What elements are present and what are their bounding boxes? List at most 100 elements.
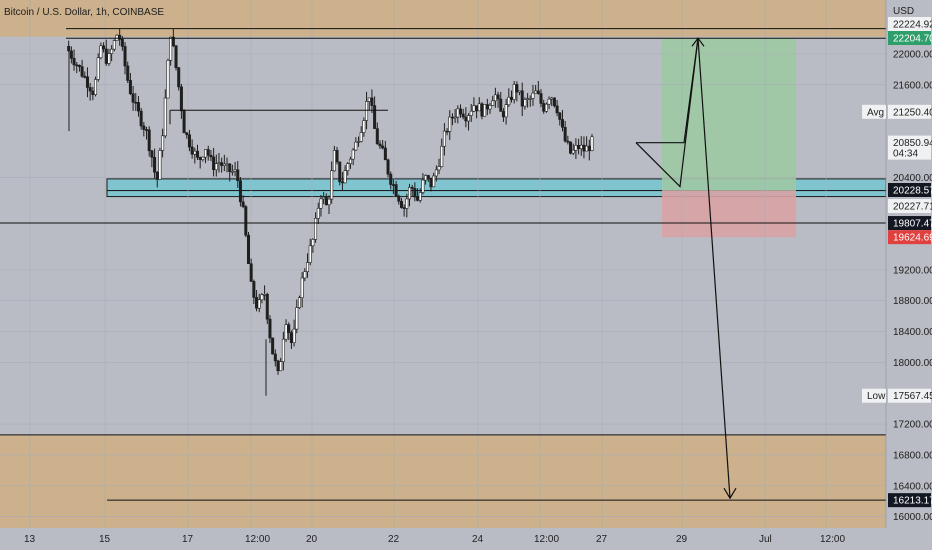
price-badge[interactable] <box>888 17 931 31</box>
price-badge-tag <box>862 388 886 403</box>
projection-down-arrow[interactable] <box>697 38 731 499</box>
candle-body <box>448 116 452 132</box>
candle-body <box>528 98 532 100</box>
candle-body <box>126 65 130 81</box>
time-tick: 12:00 <box>534 534 559 545</box>
candle-body <box>378 143 382 147</box>
candle-body <box>102 45 106 50</box>
candle-body <box>225 163 229 166</box>
price-badge[interactable] <box>888 135 931 160</box>
grid-layer <box>0 0 886 528</box>
candle-body <box>391 184 395 186</box>
arrow-head-down <box>723 487 737 500</box>
candle-body <box>563 126 567 142</box>
price-badge[interactable] <box>888 199 931 213</box>
candle-body <box>322 196 326 200</box>
stop-zone[interactable] <box>662 190 796 238</box>
candle-body <box>359 132 363 142</box>
price-badge[interactable] <box>888 216 931 231</box>
candle-body <box>327 198 331 206</box>
candle-body <box>531 92 535 99</box>
candle-body <box>450 116 454 119</box>
candle-body <box>252 281 256 298</box>
candle-body <box>139 110 143 127</box>
candle-body <box>83 75 87 78</box>
candle-body <box>365 101 369 121</box>
price-badge-value: 20850.94 <box>893 138 932 149</box>
time-tick: 17 <box>182 534 194 545</box>
candle-body <box>284 324 288 340</box>
candle-body <box>467 115 471 122</box>
candle-body <box>550 97 554 100</box>
price-badge-tag <box>862 104 886 119</box>
candle-body <box>499 98 503 112</box>
candle-body <box>408 187 412 200</box>
drawings-layer[interactable] <box>0 28 886 501</box>
candle-body <box>552 97 556 107</box>
candle-body <box>169 36 173 61</box>
candle-body <box>346 163 350 171</box>
price-tick: 22000.00 <box>893 50 932 61</box>
candle-body <box>220 162 224 166</box>
candle-body <box>472 105 476 112</box>
candle-body <box>542 103 546 112</box>
candle-body <box>456 108 460 118</box>
candle-body <box>354 141 358 151</box>
candle-body <box>236 169 240 181</box>
candle-body <box>182 110 186 134</box>
candle-body <box>249 263 253 282</box>
price-tick: 18800.00 <box>893 296 932 307</box>
candle-body <box>560 119 564 128</box>
time-tick: 20 <box>306 534 318 545</box>
candle-body <box>585 145 589 152</box>
candle-body <box>501 111 505 118</box>
target-zone[interactable] <box>662 38 796 191</box>
price-badge[interactable] <box>888 493 931 508</box>
candle-body <box>437 166 441 171</box>
candle-body <box>518 90 522 93</box>
candle-body <box>426 175 430 179</box>
candle-body <box>233 169 237 172</box>
candle-body <box>300 277 304 299</box>
projection-bounce-path[interactable] <box>635 38 699 188</box>
candle-body <box>265 294 269 320</box>
price-badge[interactable] <box>888 230 931 245</box>
candle-body <box>155 171 159 180</box>
candle-body <box>297 297 301 308</box>
candle-body <box>142 125 146 130</box>
candle-body <box>196 150 200 158</box>
candle-body <box>281 338 285 363</box>
candle-body <box>332 150 336 172</box>
candle-body <box>574 145 578 151</box>
resistance-zone[interactable] <box>0 0 886 37</box>
candle-body <box>214 163 218 171</box>
time-axis-bg <box>0 528 932 550</box>
candle-body <box>273 353 277 362</box>
price-badge[interactable] <box>888 31 931 45</box>
candle-body <box>319 198 323 209</box>
candle-body <box>241 201 245 207</box>
candle-body <box>246 234 250 265</box>
candle-body <box>123 46 127 67</box>
candle-body <box>96 57 100 80</box>
candle-body <box>136 102 140 112</box>
candle-body <box>418 192 422 201</box>
chart-title: Bitcoin / U.S. Dollar, 1h, COINBASE <box>4 7 164 18</box>
time-tick: 12:00 <box>245 534 270 545</box>
candle-body <box>77 64 81 67</box>
candle-body <box>485 104 489 110</box>
candle-body <box>397 195 401 202</box>
price-badge[interactable] <box>888 183 931 197</box>
candle-body <box>507 96 511 106</box>
candle-body <box>276 360 280 372</box>
price-axis[interactable]: USD 22000.00 21600.00 20400.00 19200.00 18800… <box>862 0 932 550</box>
candle-body <box>558 112 562 120</box>
time-tick: 29 <box>676 534 688 545</box>
time-axis[interactable]: 13 15 17 12:00 20 22 24 12:00 27 29 Jul 12:00 <box>0 528 932 550</box>
price-badge[interactable] <box>888 388 931 403</box>
price-badge[interactable] <box>888 104 931 119</box>
candle-body <box>104 48 108 64</box>
candle-body <box>579 144 583 149</box>
